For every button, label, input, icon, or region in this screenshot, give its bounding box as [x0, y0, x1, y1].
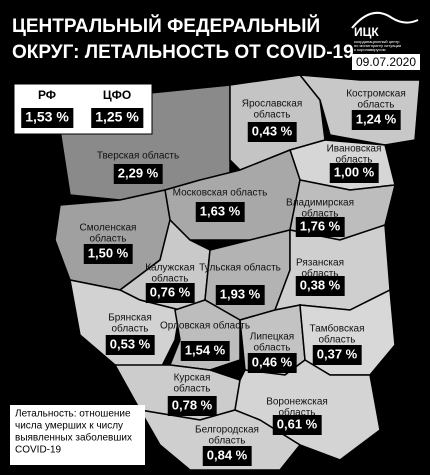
region-name: область [335, 154, 372, 166]
region-name: область [208, 435, 245, 447]
logo-text: ИЦК [354, 25, 379, 39]
value-box [21, 108, 74, 128]
value-box [312, 345, 362, 365]
value: 0,78 % [172, 397, 213, 412]
value-box [215, 285, 265, 305]
logo-arc [351, 11, 419, 29]
value-box [272, 415, 322, 435]
note-line: Летальность: отношение [15, 409, 131, 420]
region-name: Брянская [108, 313, 152, 324]
value-box [167, 396, 217, 416]
value-box [247, 122, 297, 142]
logo-caption: с коронавирусом [354, 47, 386, 52]
value-box [113, 164, 163, 184]
date: 09.07.2020 [356, 55, 416, 69]
date-box [352, 54, 420, 70]
region-name: Тамбовская [309, 323, 364, 335]
region-name: Смоленская [80, 223, 137, 234]
region-name: область [357, 99, 394, 111]
region-name: область [253, 342, 290, 354]
value-box [295, 276, 345, 296]
value-box [91, 108, 144, 128]
value-box [83, 244, 133, 264]
region-name: Костромская [346, 89, 406, 100]
value: 0,53 % [110, 336, 151, 351]
value-box [329, 163, 379, 183]
region-name: Тульская область [199, 262, 281, 274]
value: 1,00 % [334, 164, 375, 179]
title-line: ЦЕНТРАЛЬНЫЙ ФЕДЕРАЛЬНЫЙ [12, 15, 320, 37]
value: 0,76 % [150, 284, 191, 299]
value-box [105, 335, 155, 355]
logo: ИЦК координационный центр по мониторингу… [351, 11, 419, 52]
value: 0,38 % [300, 277, 341, 292]
note-line: выявленных заболевших [15, 432, 132, 444]
region-name: Курская [174, 373, 211, 384]
region-name: область [151, 273, 188, 285]
value: 1,25 % [95, 109, 139, 125]
region-name: область [301, 208, 338, 220]
region-name: Белгородская [195, 425, 259, 436]
value: 0,46 % [252, 354, 293, 369]
logo-caption: координационный центр [354, 39, 400, 44]
value: 0,61 % [277, 416, 318, 431]
region-name: Воронежская [266, 397, 328, 408]
value: 0,37 % [317, 346, 358, 361]
summary-label: ЦФО [103, 88, 131, 102]
region-name: Тверская область [97, 150, 179, 162]
note-line: COVID-19 [15, 445, 62, 456]
value-box [351, 110, 401, 130]
region-name: область [111, 323, 148, 335]
value: 1,54 % [185, 342, 226, 357]
logo-caption: по мониторингу ситуации [354, 43, 401, 48]
value: 1,50 % [88, 245, 129, 260]
value: 0,84 % [207, 447, 248, 462]
region-name: область [173, 383, 210, 395]
region-name: Московская область [173, 187, 268, 199]
value: 1,93 % [220, 286, 261, 301]
note-line: числа умерших к числу [15, 421, 123, 432]
value-box [180, 341, 230, 361]
summary-label: РФ [38, 88, 56, 102]
region-name: область [253, 109, 290, 121]
value: 1,63 % [200, 203, 241, 218]
region-name: Рязанская [296, 258, 344, 269]
value: 1,76 % [300, 218, 341, 233]
region-name: Калужская [145, 263, 195, 274]
region-name: область [318, 334, 355, 346]
value: 0,43 % [252, 123, 293, 138]
value-box [195, 202, 245, 222]
region-name: Орловская область [160, 320, 250, 332]
region-name: Липецкая [250, 332, 294, 343]
region-name: Ярославская [242, 99, 303, 110]
value-box [247, 353, 297, 373]
title-line: ОКРУГ: ЛЕТАЛЬНОСТЬ ОТ COVID-19 [12, 42, 354, 63]
note-box [10, 405, 145, 465]
value-box [202, 446, 252, 466]
region-name: Ивановская [327, 144, 382, 155]
summary: РФ 1,53 % ЦФО 1,25 % [21, 88, 144, 128]
value: 1,24 % [356, 111, 397, 126]
value-box [295, 217, 345, 237]
value: 2,29 % [118, 165, 159, 180]
region-name: область [89, 233, 126, 245]
value-box [145, 283, 195, 303]
region-name: Владимирская [286, 198, 354, 209]
value: 1,53 % [25, 109, 69, 125]
